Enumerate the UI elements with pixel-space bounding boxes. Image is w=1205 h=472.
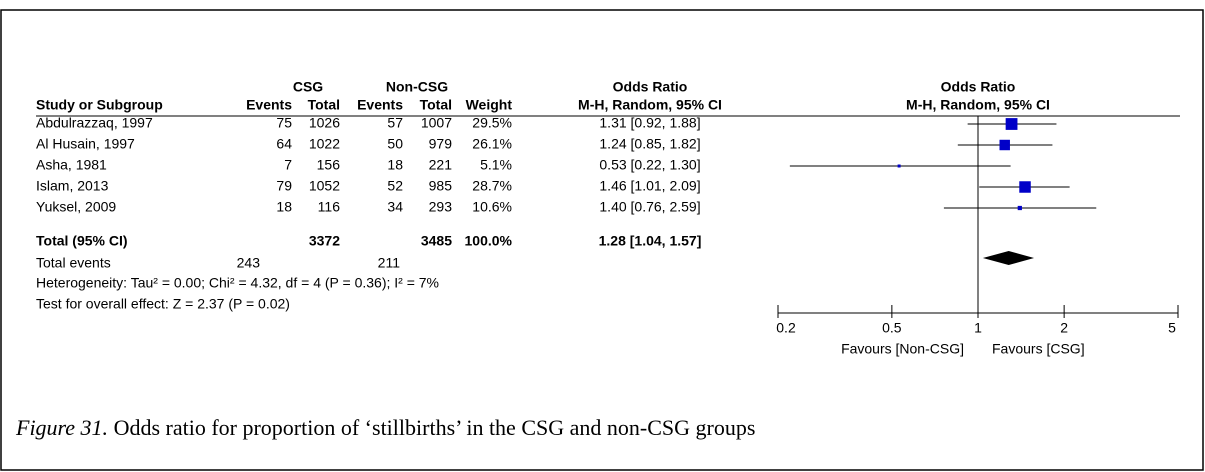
cell: 1.46 [1.01, 2.09]	[599, 178, 700, 194]
cell: 64	[276, 136, 292, 152]
cell: 1007	[421, 115, 452, 131]
cell: 52	[387, 178, 403, 194]
caption: Figure 31. Odds ratio for proportion of …	[15, 415, 755, 440]
x-tick-label: 0.2	[776, 320, 796, 336]
column-header: M-H, Random, 95% CI	[906, 97, 1050, 113]
study-square	[1019, 181, 1031, 193]
cell: Yuksel, 2009	[36, 199, 116, 215]
group-header: Odds Ratio	[941, 79, 1016, 95]
column-header: Total	[420, 97, 452, 113]
cell: 50	[387, 136, 403, 152]
column-header: Study or Subgroup	[36, 97, 163, 113]
favours-left: Favours [Non-CSG]	[841, 341, 964, 357]
cell: 1026	[309, 115, 340, 131]
cell: Asha, 1981	[36, 157, 107, 173]
cell: 1.31 [0.92, 1.88]	[599, 115, 700, 131]
cell: 10.6%	[472, 199, 512, 215]
group-header: Non-CSG	[386, 79, 448, 95]
cell: 221	[429, 157, 453, 173]
study-square	[1005, 118, 1018, 130]
cell: Al Husain, 1997	[36, 136, 135, 152]
x-tick-label: 2	[1060, 320, 1068, 336]
cell: 1052	[309, 178, 340, 194]
cell: 26.1%	[472, 136, 512, 152]
cell: Islam, 2013	[36, 178, 109, 194]
column-header: Weight	[466, 97, 513, 113]
cell: 75	[276, 115, 292, 131]
cell: 1022	[309, 136, 340, 152]
x-tick-label: 5	[1168, 320, 1176, 336]
overall-effect: Test for overall effect: Z = 2.37 (P = 0…	[36, 296, 290, 312]
cell: 7	[284, 157, 292, 173]
total-cell: 3485	[421, 233, 452, 249]
total-events-cell: 243	[237, 255, 261, 271]
study-square	[1017, 205, 1022, 211]
study-square	[897, 164, 901, 168]
total-cell: 1.28 [1.04, 1.57]	[599, 233, 702, 249]
total-events-cell: 211	[378, 255, 401, 271]
study-square	[999, 139, 1010, 151]
total-cell: 3372	[309, 233, 340, 249]
group-header: Odds Ratio	[613, 79, 688, 95]
cell: 34	[387, 199, 403, 215]
cell: 985	[429, 178, 453, 194]
cell: Abdulrazzaq, 1997	[36, 115, 153, 131]
caption-text: Odds ratio for proportion of ‘stillbirth…	[108, 415, 755, 440]
column-header: Total	[308, 97, 340, 113]
cell: 28.7%	[472, 178, 512, 194]
cell: 979	[429, 136, 453, 152]
x-tick-label: 1	[974, 320, 982, 336]
total-cell: Total (95% CI)	[36, 233, 128, 249]
cell: 156	[317, 157, 341, 173]
total-cell: 100.0%	[465, 233, 513, 249]
cell: 1.24 [0.85, 1.82]	[599, 136, 700, 152]
cell: 0.53 [0.22, 1.30]	[599, 157, 700, 173]
heterogeneity: Heterogeneity: Tau² = 0.00; Chi² = 4.32,…	[36, 275, 439, 291]
cell: 293	[429, 199, 453, 215]
x-tick-label: 0.5	[882, 320, 902, 336]
column-header: Events	[357, 97, 403, 113]
total-events-cell: Total events	[36, 255, 111, 271]
caption-label: Figure 31.	[15, 415, 108, 440]
cell: 18	[276, 199, 292, 215]
cell: 1.40 [0.76, 2.59]	[599, 199, 700, 215]
cell: 116	[318, 199, 341, 215]
total-diamond	[982, 251, 1035, 265]
favours-right: Favours [CSG]	[992, 341, 1085, 357]
column-header: M-H, Random, 95% CI	[578, 97, 722, 113]
column-header: Events	[246, 97, 292, 113]
cell: 5.1%	[480, 157, 512, 173]
frame	[0, 9, 1204, 471]
cell: 29.5%	[472, 115, 512, 131]
cell: 18	[387, 157, 403, 173]
cell: 79	[276, 178, 292, 194]
cell: 57	[387, 115, 403, 131]
group-header: CSG	[293, 79, 323, 95]
